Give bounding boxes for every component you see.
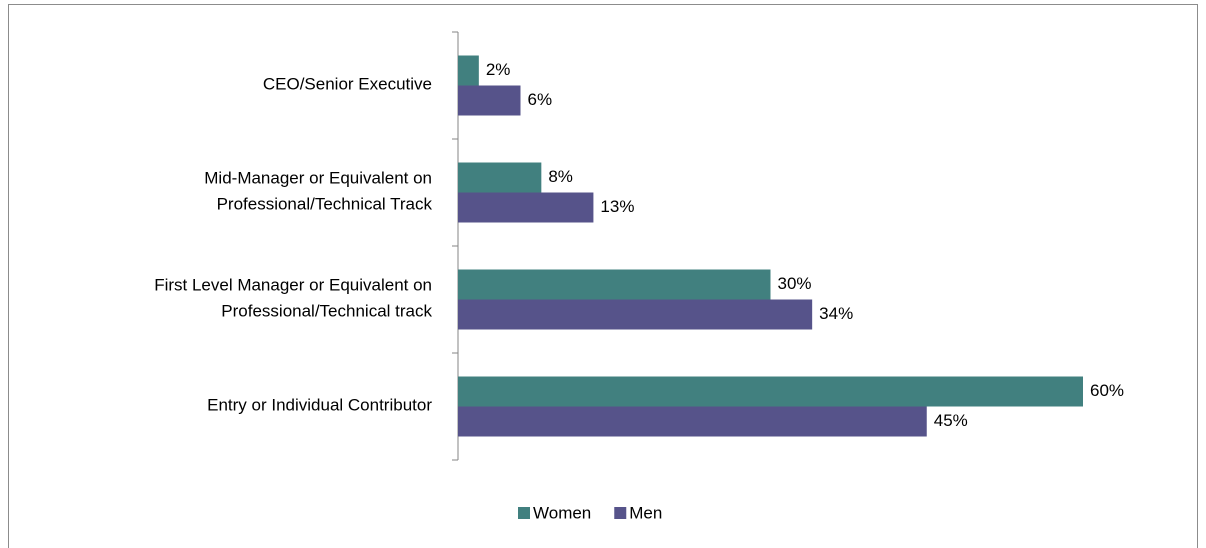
category-label: First Level Manager or Equivalent on Prof… bbox=[154, 276, 432, 321]
value-label: 34% bbox=[819, 304, 853, 323]
bar bbox=[458, 162, 542, 193]
bar bbox=[458, 55, 479, 86]
bar bbox=[458, 406, 927, 437]
category-label: Mid-Manager or Equivalent on Professional… bbox=[204, 169, 432, 214]
category-label: CEO/Senior Executive bbox=[263, 75, 432, 94]
legend-label: Men bbox=[629, 503, 662, 522]
bar bbox=[458, 269, 771, 300]
value-label: 6% bbox=[528, 90, 553, 109]
legend-swatch bbox=[518, 507, 530, 519]
value-label: 8% bbox=[548, 167, 573, 186]
category-label: Entry or Individual Contributor bbox=[207, 396, 432, 415]
bar bbox=[458, 299, 813, 330]
chart-frame bbox=[8, 4, 1198, 548]
bar bbox=[458, 376, 1083, 407]
value-label: 45% bbox=[934, 411, 968, 430]
value-label: 2% bbox=[486, 60, 511, 79]
value-label: 13% bbox=[600, 197, 634, 216]
bar bbox=[458, 85, 521, 116]
legend-swatch bbox=[614, 507, 627, 519]
legend-label: Women bbox=[533, 503, 591, 522]
value-label: 60% bbox=[1090, 381, 1124, 400]
value-label: 30% bbox=[778, 274, 812, 293]
bar bbox=[458, 192, 594, 223]
